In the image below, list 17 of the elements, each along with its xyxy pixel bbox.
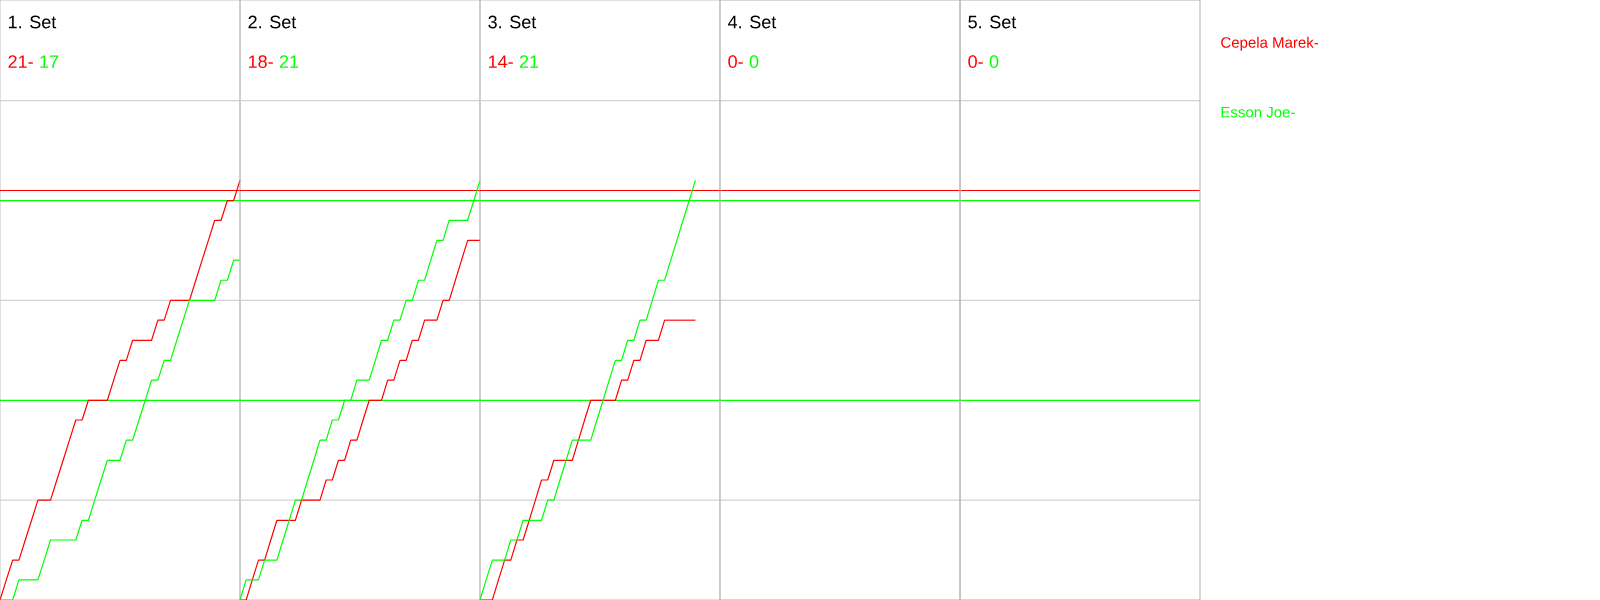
- text: 4. Set: [728, 15, 777, 29]
- text: 0: [989, 55, 999, 68]
- text: 0-: [968, 55, 983, 68]
- text: 21: [279, 55, 299, 68]
- text: 0-: [728, 55, 743, 68]
- chart-title: 2. Set: [248, 15, 297, 29]
- text: 18-: [248, 55, 273, 68]
- text: 21-: [8, 55, 33, 68]
- chart-title: 3. Set: [488, 15, 537, 29]
- text: 14-: [488, 55, 513, 68]
- text: 21: [519, 55, 539, 68]
- text: 17: [40, 55, 59, 68]
- chart-title: 1. Set: [8, 15, 57, 29]
- text: 0: [749, 55, 759, 68]
- text: 5. Set: [968, 15, 1017, 29]
- text: Cepela Marek-: [1221, 36, 1319, 51]
- text: Esson Joe-: [1221, 106, 1295, 118]
